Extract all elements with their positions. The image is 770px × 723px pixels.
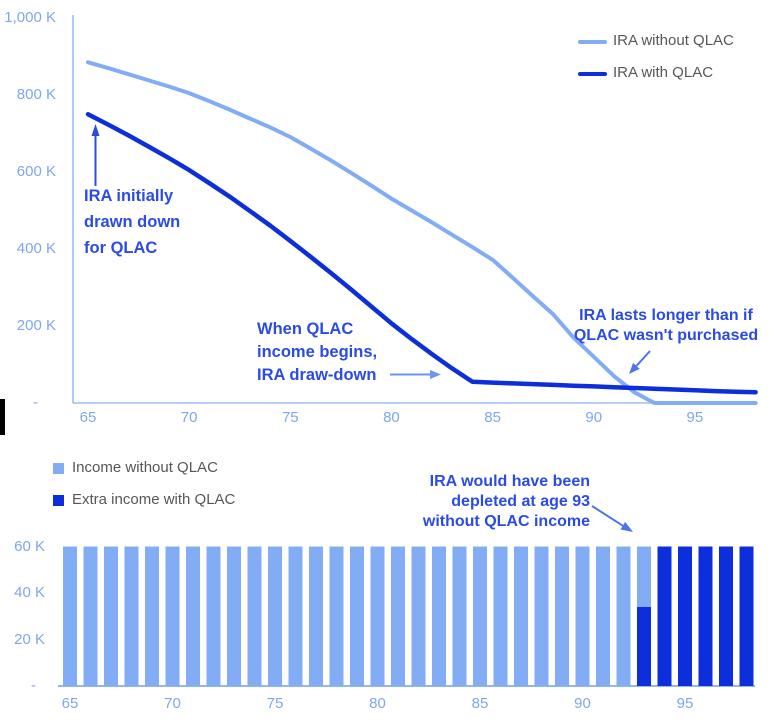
- ira-with-qlac-line: [85, 112, 758, 395]
- income-without-qlac-swatch: [53, 463, 64, 474]
- legend-label: Income without QLAC: [72, 459, 218, 476]
- annotation-line: IRA initially: [84, 187, 174, 205]
- bar-extra-income-age-95: [678, 546, 692, 686]
- line-series-group: [85, 60, 758, 405]
- annotation-line: IRA would have been: [429, 473, 590, 490]
- arrow-depleted-at-93: [591, 505, 633, 532]
- bar-income-without-qlac-age-70: [165, 546, 180, 686]
- bar-income-without-qlac-age-85: [473, 546, 487, 686]
- ira-with-qlac-line-swatch: [578, 72, 607, 76]
- legend-label: IRA without QLAC: [613, 32, 734, 49]
- extra-income-with-qlac-swatch: [53, 495, 64, 506]
- top-x-tick-label: 85: [484, 409, 501, 426]
- bar-income-without-qlac-age-67: [104, 546, 118, 686]
- arrow-qlac-income-begins: [390, 370, 441, 379]
- bar-income-without-qlac-age-80: [370, 546, 385, 686]
- bar-income-without-qlac-age-69: [145, 546, 159, 686]
- top-y-tick-label: 400 K: [16, 240, 56, 257]
- top-y-zero-label: -: [33, 394, 38, 411]
- bar-income-without-qlac-age-78: [329, 546, 344, 686]
- top-x-tick-label: 70: [180, 409, 198, 426]
- top-x-tick-label: 65: [79, 409, 97, 426]
- bottom-x-tick-label: 70: [164, 695, 181, 712]
- annotation-line: income begins,: [257, 343, 378, 361]
- top-x-tick-label: 80: [383, 409, 400, 426]
- top-y-tick-label: 600 K: [16, 163, 56, 180]
- bar-income-without-qlac-age-77: [309, 546, 323, 686]
- top-y-tick-label: 800 K: [16, 86, 56, 103]
- ira-without-qlac-line: [86, 60, 758, 405]
- bar-income-without-qlac-age-93: [637, 546, 651, 607]
- bar-income-without-qlac-age-88: [534, 546, 549, 686]
- bar-income-without-qlac-age-90: [575, 546, 590, 686]
- bar-income-without-qlac-age-75: [268, 546, 282, 686]
- bar-income-without-qlac-age-87: [514, 546, 528, 686]
- bottom-y-zero-label: -: [31, 677, 36, 694]
- bar-income-without-qlac-age-72: [206, 546, 221, 686]
- annotation-ira-lasts-longer: IRA lasts longer than if QLAC wasn't pur…: [566, 306, 766, 345]
- bar-extra-income-age-97: [719, 546, 733, 686]
- annotation-line: QLAC wasn't purchased: [573, 326, 759, 344]
- annotation-line: IRA draw-down: [257, 366, 377, 384]
- bar-income-without-qlac-age-92: [616, 546, 631, 686]
- bar-income-without-qlac-age-81: [391, 546, 405, 686]
- top-x-tick-label: 90: [585, 409, 603, 426]
- bar-income-without-qlac-age-66: [83, 546, 98, 686]
- top-y-tick-label: 1,000 K: [4, 9, 56, 26]
- bar-income-without-qlac-age-68: [124, 546, 139, 686]
- annotation-when-qlac-income-begins: When QLAC income begins, IRA draw-down: [257, 318, 377, 387]
- bar-income-without-qlac-age-76: [288, 546, 303, 686]
- annotation-line: When QLAC: [257, 320, 354, 338]
- legend-label: Extra income with QLAC: [72, 491, 236, 508]
- annotation-depleted-at-93: IRA would have been depleted at age 93 w…: [416, 472, 590, 532]
- bar-income-without-qlac-age-74: [247, 546, 262, 686]
- bottom-x-tick-label: 90: [574, 695, 591, 712]
- bottom-y-tick-label: 60 K: [14, 537, 45, 555]
- bottom-x-tick-label: 85: [471, 695, 489, 712]
- bar-income-without-qlac-age-82: [411, 546, 426, 686]
- ira-without-qlac-line-swatch: [578, 40, 607, 44]
- bottom-x-tick-label: 95: [676, 695, 694, 712]
- legend-label: IRA with QLAC: [613, 64, 714, 81]
- annotation-line: depleted at age 93: [451, 493, 590, 510]
- bar-income-without-qlac-age-89: [555, 546, 569, 686]
- bar-income-without-qlac-age-83: [432, 546, 446, 686]
- bar-extra-income-age-98: [739, 546, 754, 686]
- bar-income-without-qlac-age-79: [350, 546, 364, 686]
- bottom-x-tick-label: 80: [369, 695, 386, 712]
- top-x-tick-label: 75: [281, 409, 299, 426]
- bottom-y-tick-label: 20 K: [14, 630, 45, 648]
- bar-income-without-qlac-age-65: [63, 546, 77, 686]
- annotation-ira-initially-drawn-down: IRA initially drawn down for QLAC: [84, 183, 180, 261]
- annotation-line: drawn down: [84, 213, 181, 231]
- annotation-line: for QLAC: [84, 239, 158, 257]
- annotation-line: without QLAC income: [422, 513, 590, 530]
- bottom-x-tick-label: 75: [266, 695, 284, 712]
- bar-income-without-qlac-age-86: [493, 546, 508, 686]
- bottom-x-tick-label: 65: [61, 695, 79, 712]
- bar-income-without-qlac-age-84: [452, 546, 467, 686]
- bar-extra-income-age-93: [637, 607, 651, 686]
- top-y-tick-label: 200 K: [16, 317, 56, 334]
- bar-income-without-qlac-age-91: [596, 546, 610, 686]
- annotation-line: IRA lasts longer than if: [579, 307, 753, 324]
- bar-extra-income-age-96: [698, 546, 713, 686]
- bar-extra-income-age-94: [657, 546, 672, 686]
- bar-income-without-qlac-age-71: [186, 546, 200, 686]
- arrow-ira-initially: [91, 124, 100, 186]
- top-x-tick-label: 95: [686, 409, 704, 426]
- bar-income-without-qlac-age-73: [227, 546, 241, 686]
- left-edge-artifact: [0, 399, 5, 435]
- bottom-y-tick-label: 40 K: [14, 584, 45, 601]
- arrow-ira-lasts-longer: [629, 350, 651, 374]
- bar-series-group: [63, 546, 754, 686]
